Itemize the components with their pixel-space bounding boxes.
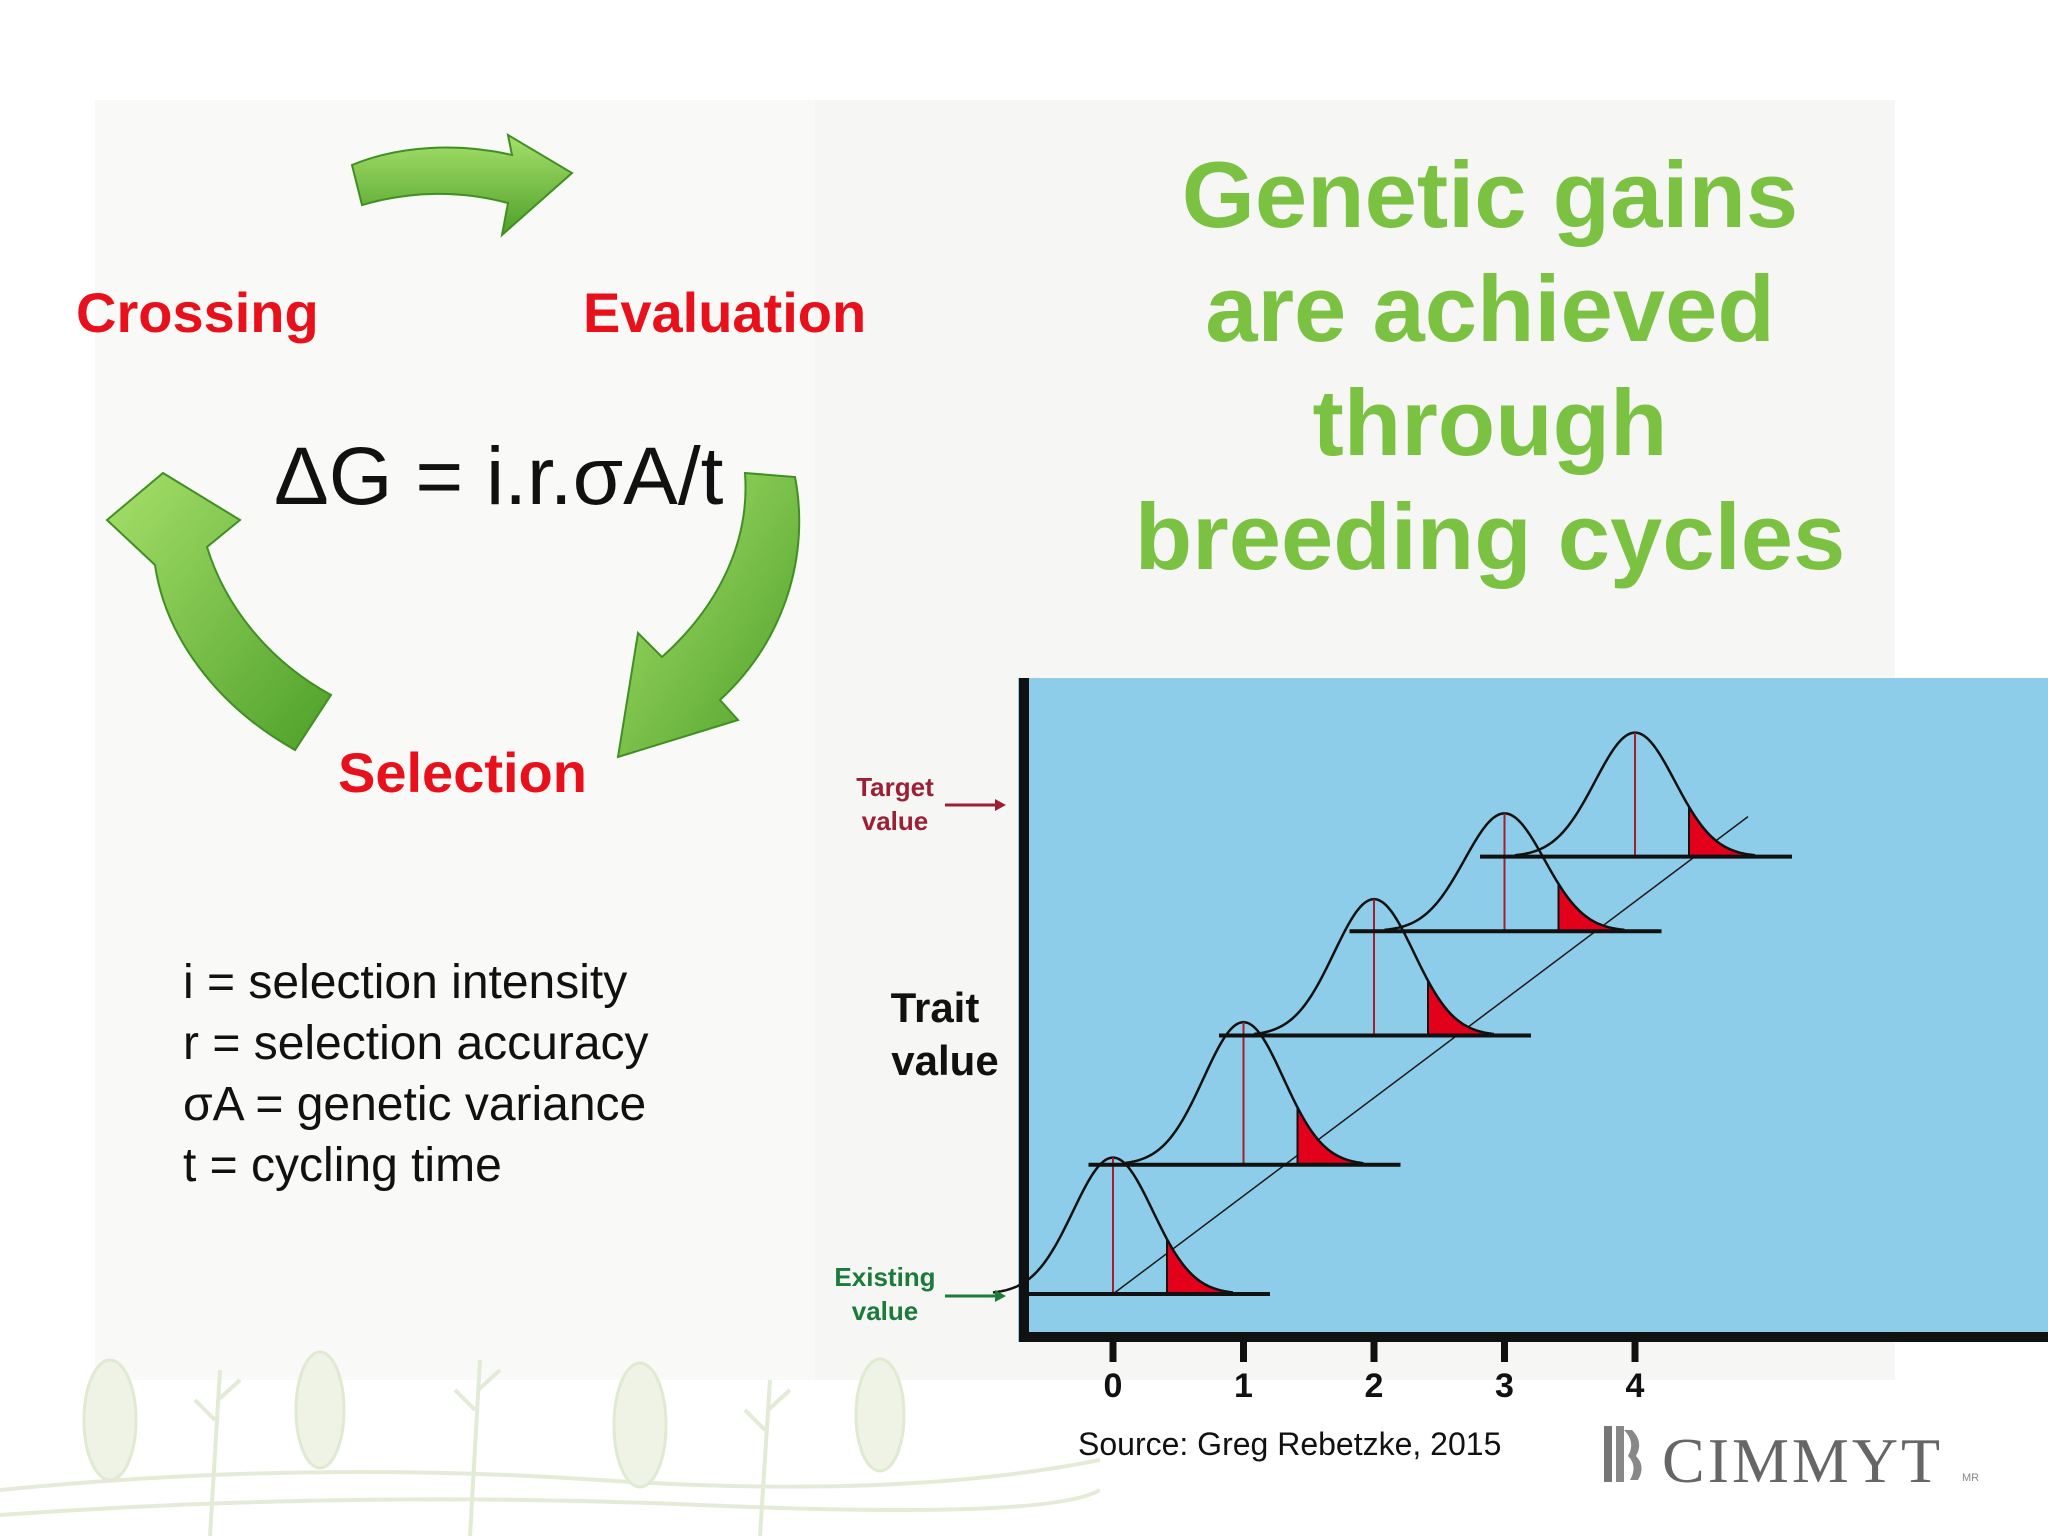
wheat-icon (1604, 1426, 1642, 1482)
distribution-curve (992, 1156, 1234, 1294)
legend-item: σA = genetic variance (183, 1078, 647, 1131)
cimmyt-logo: CIMMYT MR (1600, 1422, 1980, 1496)
y-axis-label: value (891, 1037, 998, 1084)
legend-item: i = selection intensity (183, 956, 628, 1009)
distribution-curve (1253, 897, 1495, 1036)
trend-line (1112, 816, 1749, 1295)
cycle-arrow-crossing-to-evaluation (350, 132, 574, 238)
background-panel-left (95, 100, 815, 1380)
x-axis-ticks: 0 1 2 3 4 (1104, 1337, 1645, 1405)
x-tick-label: 1 (1234, 1367, 1253, 1405)
existing-arrowhead (995, 1290, 1006, 1302)
crossing-label: Crossing (76, 281, 319, 344)
logo-mark: MR (1962, 1472, 1980, 1484)
x-tick-label: 2 (1365, 1367, 1384, 1405)
wheat-maize-watermark (0, 1350, 1100, 1536)
existing-value-label: value (852, 1296, 919, 1326)
title-line: through (1312, 370, 1668, 475)
evaluation-label: Evaluation (583, 281, 867, 344)
title-line: breeding cycles (1134, 484, 1846, 589)
cycle-arrow-selection-to-crossing (105, 471, 333, 752)
slide-title: Genetic gains are achieved through breed… (1040, 138, 1940, 594)
legend-item: r = selection accuracy (183, 1017, 649, 1070)
selected-tail (1689, 806, 1755, 857)
distribution-curves (992, 731, 1792, 1296)
target-arrowhead (995, 799, 1006, 811)
selection-label: Selection (338, 741, 587, 804)
selected-tail (1428, 980, 1494, 1036)
existing-value-label: Existing (834, 1262, 935, 1292)
chart-background (1018, 678, 2048, 1342)
y-axis-label: Trait (891, 984, 980, 1031)
cycle-arrow-evaluation-to-selection (616, 471, 801, 759)
selected-tail (1167, 1239, 1233, 1294)
equation-legend: i = selection intensity r = selection ac… (183, 952, 649, 1196)
target-value-label: value (862, 806, 929, 836)
breeders-equation: ΔG = i.r.σA/t (274, 431, 724, 522)
title-line: Genetic gains (1181, 142, 1799, 247)
target-value-label: Target (856, 772, 934, 802)
title-line: are achieved (1205, 256, 1775, 361)
selected-tail (1297, 1107, 1364, 1165)
x-tick-label: 0 (1104, 1367, 1123, 1405)
selected-tail (1558, 883, 1625, 932)
logo-text: CIMMYT (1662, 1425, 1944, 1496)
legend-item: t = cycling time (183, 1139, 502, 1192)
x-tick-label: 4 (1626, 1367, 1645, 1405)
source-citation: Source: Greg Rebetzke, 2015 (1078, 1426, 1502, 1462)
x-tick-label: 3 (1495, 1367, 1514, 1405)
